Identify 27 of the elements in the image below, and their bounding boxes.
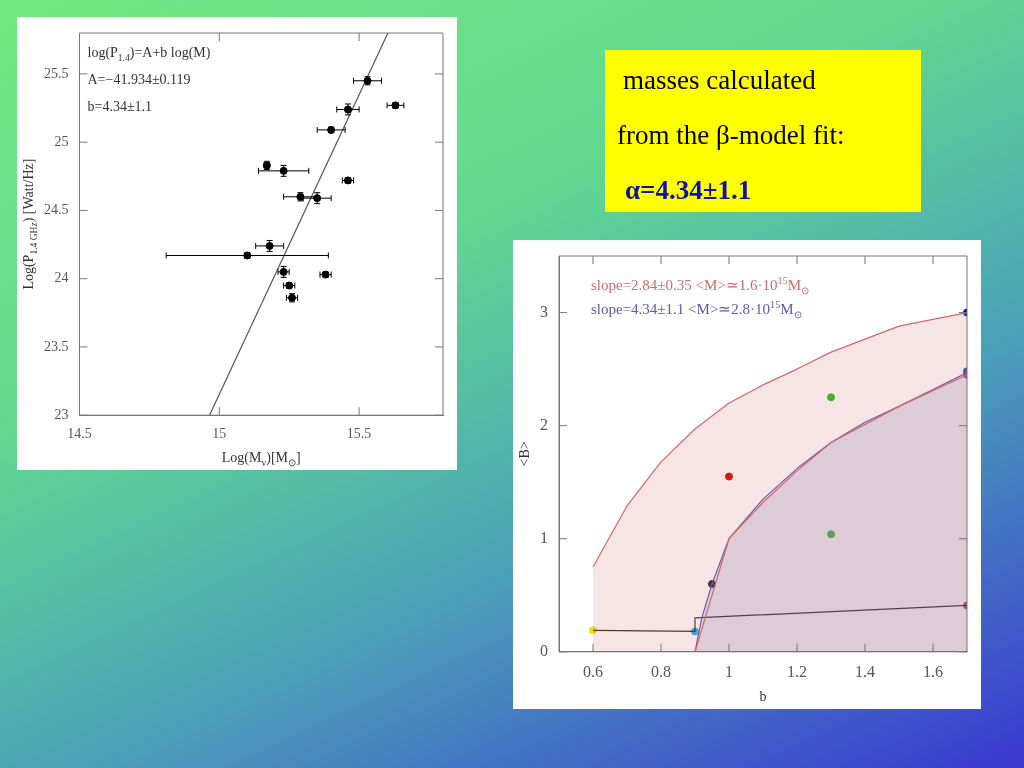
x-tick-label: 15 [212,426,227,442]
text: masses calculated [622,64,817,97]
y-tick-label: 0 [540,642,548,659]
y-tick-label: 24 [54,270,69,286]
y-tick-label: 3 [540,302,548,320]
text: α=4.34±1.1 [624,174,753,207]
x-tick-label: 15.5 [346,426,372,442]
x-tick-label: 1.4 [855,662,875,680]
y-axis-title: <B> [517,441,532,467]
y-axis-title: Log(P1.4 GHz) [Watt/Hz] [21,158,39,290]
y-tick-label: 24.5 [44,202,69,218]
x-axis-title: b [759,689,767,704]
y-tick-label: 23.5 [44,338,69,354]
annotation: A=−41.934±0.119 [87,72,191,87]
x-tick-label: 0.6 [583,662,603,680]
y-tick-label: 1 [540,528,548,546]
y-tick-label: 25.5 [44,65,69,81]
x-tick-label: 1 [725,662,733,680]
y-tick-label: 2 [540,415,548,433]
y-tick-label: 23 [54,406,69,422]
x-tick-label: 1.6 [923,662,943,680]
annotation: b=4.34±1.1 [87,99,153,114]
text: from the β-model fit: [617,119,846,152]
x-tick-label: 1.2 [787,662,807,680]
x-tick-label: 0.8 [651,662,671,680]
x-tick-label: 14.5 [67,426,92,442]
y-tick-label: 25 [54,133,69,149]
